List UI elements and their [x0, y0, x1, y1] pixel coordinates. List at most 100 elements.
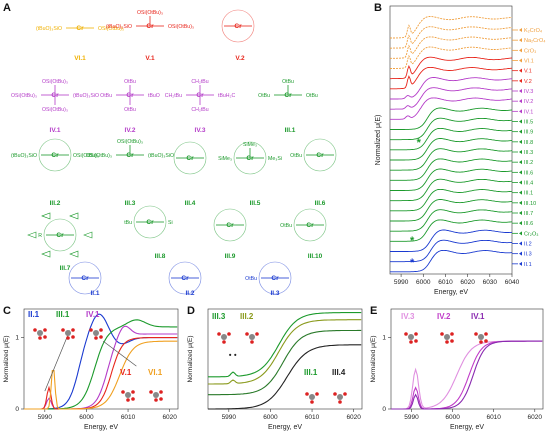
oxygen-atom-icon	[159, 390, 163, 394]
legend-marker	[519, 251, 522, 256]
oxygen-atom-icon	[255, 332, 259, 336]
x-tick-label: 6000	[416, 279, 431, 286]
spectrum-line	[390, 26, 513, 49]
spectrum-line	[208, 319, 362, 385]
oxygen-atom-icon	[126, 398, 130, 402]
oxygen-atom-icon	[43, 328, 47, 332]
structure-id-label: III.6	[315, 200, 326, 207]
oxygen-atom-icon	[61, 328, 65, 332]
structure-id-label: III.9	[225, 253, 236, 260]
structure-id-label: III.8	[155, 253, 166, 260]
ring	[43, 218, 77, 252]
legend-marker	[519, 200, 522, 205]
spectrum-line	[390, 117, 513, 141]
panel-c-chart: 5990 6000 6010 6020 0 1 Energy, eV Normalized μ…	[3, 308, 179, 431]
panel-letter-b: B	[374, 2, 382, 14]
cr-atom-label: Cr	[196, 92, 204, 99]
legend-label: III.8	[524, 140, 533, 146]
cr-atom-icon	[153, 392, 159, 398]
panel-letter-a: A	[3, 2, 11, 14]
y-axis-label: Normalized μ(E)	[187, 335, 194, 382]
substituent-label: OSi(OtBu)₃	[42, 79, 68, 85]
x-tick-label: 5990	[222, 414, 237, 421]
panel-a-structures: Cr(tBuO)₃SiO OSi(OtBu)₃VI.1Cr(tBuO)₃SiO OS…	[11, 9, 337, 297]
legend-label: IV.1	[524, 109, 533, 115]
cr-atom-label: Cr	[51, 152, 59, 159]
ring	[293, 208, 327, 242]
oxygen-atom-icon	[404, 332, 408, 336]
x-tick-label: 6010	[486, 414, 501, 421]
legend-label: CrO₃	[524, 48, 536, 54]
spectrum-line	[208, 312, 362, 378]
cr-atom-label: Cr	[284, 92, 292, 99]
ring	[221, 9, 255, 43]
x-tick-label: 6010	[438, 279, 453, 286]
legend-label: III.4	[524, 181, 533, 187]
x-tick-label: 6020	[528, 414, 543, 421]
structure-id-label: V.1	[145, 55, 155, 62]
substituent-label: OtBu	[290, 153, 302, 159]
substituent-label: (tBuO)₃SiO	[36, 26, 62, 32]
legend-label: III.3	[524, 150, 533, 156]
panel-letter-d: D	[187, 305, 195, 317]
substituent-label: tBuO	[148, 93, 160, 99]
structure-II-2: Cr II.2	[168, 261, 202, 297]
legend-label: III.1	[524, 191, 533, 197]
y-tick-label: 1	[382, 335, 386, 342]
x-tick-label: 6000	[445, 414, 460, 421]
ring	[133, 205, 167, 239]
spectrum-line	[390, 148, 513, 171]
cr-atom-icon	[444, 334, 450, 340]
x-axis-label: Energy, eV	[268, 424, 302, 431]
y-tick-label: 0	[15, 406, 19, 413]
legend-label: II.3	[524, 252, 532, 258]
legend-label: III.2	[524, 160, 533, 166]
structure-id-label: III.1	[285, 127, 296, 134]
cyclopentyl-ring	[41, 250, 51, 258]
cr-atom-label: Cr	[126, 152, 134, 159]
oxygen-atom-icon	[121, 390, 125, 394]
series-label: V.1	[120, 368, 132, 377]
ring	[68, 261, 102, 295]
oxygen-atom-icon	[131, 397, 135, 401]
legend-label: III.6	[524, 221, 533, 227]
series-label: IV.3	[401, 312, 415, 321]
spectrum-line	[390, 199, 513, 222]
substituent-label: OSi(OtBu)₃	[117, 139, 143, 145]
substituent-label: OtBu	[100, 93, 112, 99]
oxygen-atom-icon	[479, 340, 483, 344]
structure-III-2: Cr (tBuO)₃SiO OSi(OtBu)₃ III.2	[11, 138, 99, 207]
oxygen-atom-icon	[414, 339, 418, 343]
ring	[168, 261, 202, 295]
cr-atom-label: Cr	[316, 152, 324, 159]
structure-II-1: Cr II.1	[68, 261, 102, 297]
oxygen-atom-icon	[89, 328, 93, 332]
oxygen-atom-icon	[222, 340, 226, 344]
cr-atom-label: Cr	[181, 275, 189, 282]
oxygen-atom-icon	[38, 336, 42, 340]
x-tick-label: 5990	[38, 414, 53, 421]
legend-label: III.7	[524, 211, 533, 217]
y-axis-label: Normalized μ(E)	[3, 335, 10, 382]
arrow	[102, 340, 137, 367]
ring	[38, 138, 72, 172]
substituent-label: CH₂tBu	[165, 93, 182, 99]
oxygen-atom-icon	[484, 332, 488, 336]
oxygen-atom-icon	[450, 339, 454, 343]
legend-marker	[519, 211, 522, 215]
structure-III-4: Cr III.4	[173, 141, 207, 207]
legend-marker	[519, 28, 522, 32]
spectrum-line	[390, 158, 513, 181]
oxygen-atom-icon	[217, 332, 221, 336]
oxygen-atom-icon	[445, 340, 449, 344]
legend-marker	[519, 89, 522, 93]
structure-III-5: Cr SiMe₃ Me₃Si SiMe₃ III.5	[218, 141, 282, 207]
series-label: III.1	[304, 368, 318, 377]
legend-marker	[519, 139, 522, 144]
oxygen-atom-icon	[338, 400, 342, 404]
structure-id-label: III.4	[185, 200, 196, 207]
oxygen-atom-icon	[149, 390, 153, 394]
spectrum-line	[208, 344, 362, 410]
cr-atom-icon	[37, 330, 43, 336]
legend-label: III.6	[524, 170, 533, 176]
